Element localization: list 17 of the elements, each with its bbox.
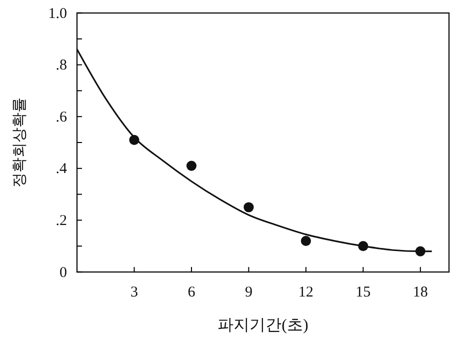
y-tick-label: .2: [56, 213, 67, 229]
x-tick-label: 3: [130, 284, 138, 301]
y-tick-label: .4: [56, 161, 68, 178]
x-tick-label: 12: [298, 284, 314, 301]
y-tick-label: 1.0: [48, 6, 67, 22]
y-tick-label: .6: [56, 109, 68, 126]
point: [186, 160, 197, 171]
point: [300, 236, 311, 246]
y-tick-label: .8: [56, 58, 67, 74]
x-tick-label: 15: [356, 284, 371, 301]
y-axis-title: 정확회상확률: [12, 98, 28, 188]
y-tick-label: 0: [60, 264, 67, 281]
x-axis-title: 파지기간(초): [218, 317, 308, 334]
point: [244, 202, 254, 212]
x-tick-label: 6: [188, 284, 196, 301]
x-tick-label: 18: [412, 284, 428, 301]
x-tick-label: 9: [244, 284, 252, 301]
